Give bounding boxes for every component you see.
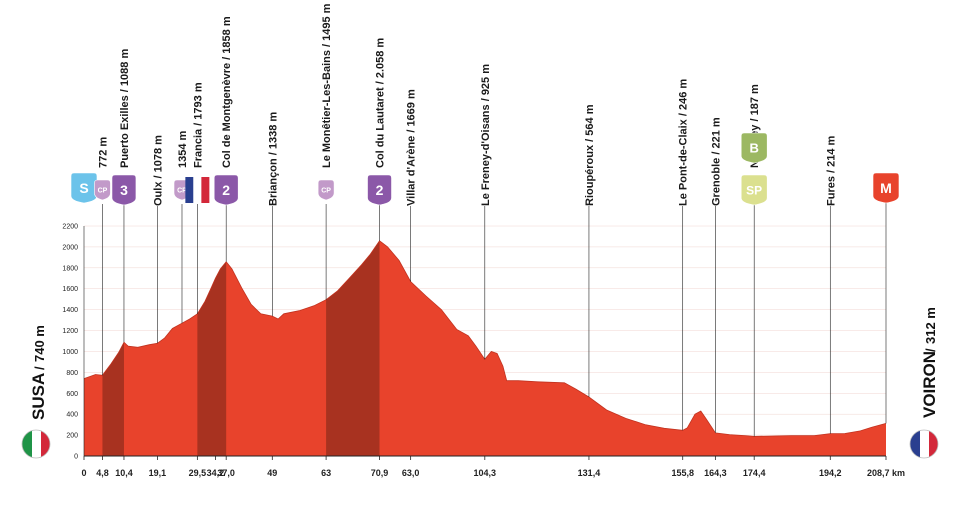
profile-area bbox=[83, 240, 887, 456]
waypoint-label: Col de Montgenèvre / 1858 m bbox=[221, 16, 233, 168]
intermediate-sprint-badge-icon: SP bbox=[740, 174, 768, 206]
x-tick-label: 19,1 bbox=[149, 468, 167, 478]
y-tick-label: 1600 bbox=[62, 286, 78, 293]
x-tick-label: 63 bbox=[321, 468, 331, 478]
y-tick-label: 0 bbox=[74, 454, 78, 461]
flag-white bbox=[193, 177, 202, 203]
finish-badge-icon-text: M bbox=[880, 180, 892, 196]
waypoint-label: Col du Lautaret / 2.058 m bbox=[375, 38, 387, 168]
x-tick-label: 70,9 bbox=[371, 468, 389, 478]
climb-category-badge-icon-shape bbox=[367, 174, 392, 206]
waypoint-label: Fures / 214 m bbox=[825, 135, 837, 206]
finish-badge-icon: M bbox=[872, 172, 900, 204]
waypoint-labels: 772 m Puerto Exilles / 1088 m Oulx / 1078 … bbox=[97, 3, 837, 206]
checkpoint-badge-icon: CP bbox=[94, 179, 111, 201]
climb-category-badge-icon: 3 bbox=[111, 174, 137, 206]
checkpoint-badge-icon: CP bbox=[317, 179, 335, 201]
start-label: SUSA / 740 m bbox=[29, 325, 48, 420]
x-tick-label: 104,3 bbox=[474, 468, 497, 478]
bonus-sprint-badge-icon-text: B bbox=[749, 141, 758, 156]
x-tick-label: 49 bbox=[267, 468, 277, 478]
x-tick-label: 63,0 bbox=[402, 468, 420, 478]
y-tick-label: 2000 bbox=[62, 244, 78, 251]
flag-blue bbox=[185, 177, 194, 203]
intermediate-sprint-badge-icon-text: SP bbox=[746, 183, 762, 197]
climb-category-badge-icon-text: 2 bbox=[376, 182, 384, 198]
climb-segment bbox=[326, 240, 380, 456]
finish-badge-icon-shape bbox=[872, 172, 900, 204]
y-tick-label: 1200 bbox=[62, 328, 78, 335]
bonus-sprint-badge-icon: B bbox=[740, 132, 768, 164]
start-name: SUSA bbox=[29, 373, 48, 420]
checkpoint-badge-icon-shape bbox=[317, 179, 335, 201]
finish-altitude-sep: / bbox=[923, 348, 938, 352]
x-tick-label: 194,2 bbox=[819, 468, 842, 478]
start-altitude-sep: / bbox=[32, 366, 47, 370]
checkpoint-badge-icon-text: CP bbox=[177, 188, 187, 195]
x-tick-label: 29,5 bbox=[189, 468, 207, 478]
france-flag-icon bbox=[909, 429, 939, 459]
finish-name: VOIRON bbox=[920, 351, 939, 418]
x-tick-label: 37,0 bbox=[217, 468, 235, 478]
climb-category-badge-icon-text: 3 bbox=[120, 182, 128, 198]
bonus-sprint-badge-icon-shape bbox=[740, 132, 768, 164]
waypoint-label: Grenoble / 221 m bbox=[710, 117, 722, 206]
y-tick-label: 600 bbox=[66, 391, 78, 398]
finish-altitude: 312 m bbox=[923, 307, 938, 344]
y-tick-label: 800 bbox=[66, 370, 78, 377]
waypoint-lines bbox=[102, 203, 887, 437]
checkpoint-badge-icon-text: CP bbox=[321, 188, 331, 195]
start-altitude: 740 m bbox=[32, 325, 47, 362]
y-tick-label: 2200 bbox=[62, 224, 78, 231]
axes: 0 200 400 600 800 1000 1200 1400 1600 1800 2000 220… bbox=[62, 224, 905, 479]
waypoint-label: Le Freney-d'Oisans / 925 m bbox=[480, 64, 492, 206]
flag-red bbox=[201, 177, 210, 203]
waypoint-badges: S M CP 3 CP 2 CP 2 B SP bbox=[70, 132, 900, 206]
y-tick-label: 200 bbox=[66, 433, 78, 440]
y-tick-label: 1000 bbox=[62, 349, 78, 356]
start-badge-icon: S bbox=[70, 172, 98, 204]
intermediate-sprint-badge-icon-shape bbox=[740, 174, 768, 206]
waypoint-label: Villar d'Arène / 1669 m bbox=[406, 89, 418, 206]
climb-category-badge-icon-text: 2 bbox=[222, 182, 230, 198]
waypoint-label: 772 m bbox=[97, 137, 109, 168]
x-tick-label: 155,8 bbox=[671, 468, 694, 478]
waypoint-label: 1354 m bbox=[177, 130, 189, 168]
waypoint-label: Oulx / 1078 m bbox=[152, 135, 164, 206]
climb-segment bbox=[197, 261, 227, 456]
waypoint-label: Rioupéroux / 564 m bbox=[584, 104, 596, 206]
x-tick-label: 4,8 bbox=[96, 468, 109, 478]
waypoint-label: Le Pont-de-Claix / 246 m bbox=[678, 79, 690, 206]
climb-category-badge-icon-shape bbox=[213, 174, 239, 206]
climb-segment bbox=[102, 342, 124, 456]
waypoint-label: Francia / 1793 m bbox=[192, 82, 204, 168]
x-tick-label: 208,7 km bbox=[867, 468, 905, 478]
checkpoint-badge-icon-shape bbox=[94, 179, 111, 201]
checkpoint-badge-icon-text: CP bbox=[98, 188, 108, 195]
climb-category-badge-icon: 2 bbox=[213, 174, 239, 206]
x-tick-label: 10,4 bbox=[115, 468, 133, 478]
x-tick-label: 0 bbox=[81, 468, 86, 478]
climb-category-badge-icon: 2 bbox=[367, 174, 392, 206]
x-tick-label: 131,4 bbox=[578, 468, 601, 478]
waypoint-label: Briançon / 1338 m bbox=[267, 112, 279, 206]
profile-fill bbox=[84, 240, 886, 456]
waypoint-label: Puerto Exilles / 1088 m bbox=[119, 49, 131, 168]
start-badge-icon-text: S bbox=[79, 180, 88, 196]
x-tick-label: 164,3 bbox=[704, 468, 727, 478]
france-border-flag-icon bbox=[185, 177, 210, 203]
x-tick-label: 34,2 bbox=[207, 468, 225, 478]
y-tick-label: 1400 bbox=[62, 307, 78, 314]
y-tick-label: 1800 bbox=[62, 265, 78, 272]
waypoint-label: Le Monêtier-Les-Bains / 1495 m bbox=[321, 3, 333, 168]
climb-category-badge-icon-shape bbox=[111, 174, 137, 206]
italy-flag-icon bbox=[21, 429, 51, 459]
profile-outline bbox=[83, 240, 887, 437]
x-tick-label: 174,4 bbox=[743, 468, 766, 478]
finish-label: VOIRON / 312 m bbox=[920, 307, 939, 418]
y-tick-label: 400 bbox=[66, 412, 78, 419]
